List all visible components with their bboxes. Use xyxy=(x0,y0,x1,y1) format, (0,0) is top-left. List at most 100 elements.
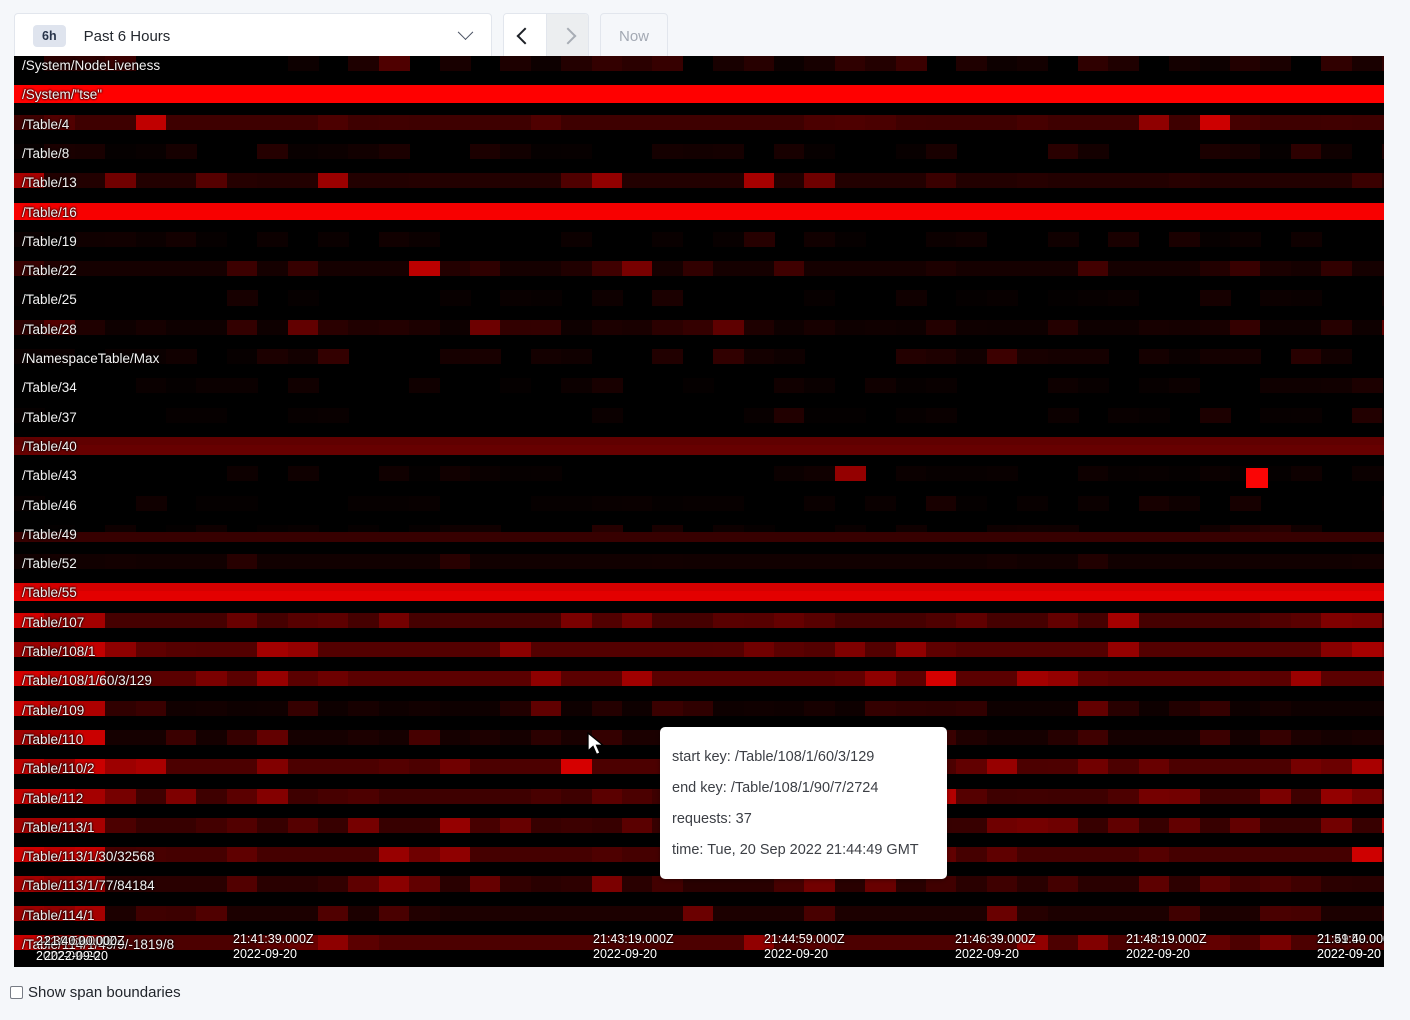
heatmap-cell[interactable] xyxy=(500,319,532,335)
heatmap-cell[interactable] xyxy=(287,729,319,746)
heatmap-cell[interactable] xyxy=(986,319,1018,335)
heatmap-cell[interactable] xyxy=(713,876,745,892)
heatmap-cell[interactable] xyxy=(682,554,714,570)
heatmap-cell[interactable] xyxy=(774,173,805,189)
heatmap-cell[interactable] xyxy=(1078,759,1109,775)
heatmap-cell[interactable] xyxy=(500,114,532,130)
heatmap-cell[interactable] xyxy=(1138,173,1170,189)
heatmap-cell[interactable] xyxy=(986,817,1018,833)
heatmap-cell[interactable] xyxy=(1230,56,1261,72)
heatmap-cell[interactable] xyxy=(196,642,228,658)
heatmap-cell[interactable] xyxy=(1017,935,1049,951)
heatmap-cell[interactable] xyxy=(348,114,380,130)
heatmap-cell[interactable] xyxy=(287,261,319,277)
heatmap-cell[interactable] xyxy=(500,290,532,306)
heatmap-cell[interactable] xyxy=(1169,495,1201,511)
heatmap-cell[interactable] xyxy=(318,407,349,423)
heatmap-cell[interactable] xyxy=(561,495,593,511)
heatmap-cell[interactable] xyxy=(105,56,137,72)
heatmap-cell[interactable] xyxy=(105,729,137,746)
heatmap-cell[interactable] xyxy=(1382,642,1384,658)
heatmap-cell[interactable] xyxy=(1138,612,1170,628)
heatmap-cell[interactable] xyxy=(1351,642,1383,658)
heatmap-cell[interactable] xyxy=(135,847,167,863)
heatmap-cell[interactable] xyxy=(591,261,623,277)
heatmap-cell[interactable] xyxy=(439,729,471,746)
heatmap-cell[interactable] xyxy=(986,671,1018,687)
heatmap-cell[interactable] xyxy=(287,612,319,628)
heatmap-cell[interactable] xyxy=(44,935,76,951)
heatmap-cell[interactable] xyxy=(1047,788,1079,804)
heatmap-cell[interactable] xyxy=(1290,349,1322,365)
heatmap-cell[interactable] xyxy=(804,378,836,394)
heatmap-cell[interactable] xyxy=(530,935,562,951)
heatmap-cell[interactable] xyxy=(774,671,805,687)
heatmap-cell[interactable] xyxy=(1047,817,1079,833)
heatmap-cell[interactable] xyxy=(1230,554,1261,570)
heatmap-cell[interactable] xyxy=(1199,114,1231,130)
heatmap-cell[interactable] xyxy=(895,642,927,658)
heatmap-cell[interactable] xyxy=(530,612,562,628)
heatmap-cell[interactable] xyxy=(226,788,258,804)
heatmap-cell[interactable] xyxy=(774,378,805,394)
heatmap-cell[interactable] xyxy=(743,935,775,951)
heatmap-cell[interactable] xyxy=(1260,847,1292,863)
heatmap-cell[interactable] xyxy=(1047,173,1079,189)
heatmap-cell[interactable] xyxy=(591,847,623,863)
heatmap-cell[interactable] xyxy=(895,612,927,628)
heatmap-cell[interactable] xyxy=(409,114,441,130)
heatmap-cell[interactable] xyxy=(74,876,106,892)
heatmap-cell[interactable] xyxy=(895,143,927,160)
heatmap-cell[interactable] xyxy=(834,173,866,189)
heatmap-cell[interactable] xyxy=(1351,671,1383,687)
heatmap-cell[interactable] xyxy=(1382,495,1384,511)
heatmap-cell[interactable] xyxy=(1138,407,1170,423)
heatmap-cell[interactable] xyxy=(591,817,623,833)
heatmap-cell[interactable] xyxy=(196,671,228,687)
heatmap-cell[interactable] xyxy=(105,554,137,570)
heatmap-cell[interactable] xyxy=(743,319,775,335)
heatmap-cell[interactable] xyxy=(500,642,532,658)
heatmap-cell[interactable] xyxy=(622,612,653,628)
heatmap-cell[interactable] xyxy=(622,261,653,277)
heatmap-cell[interactable] xyxy=(470,466,501,482)
heatmap-cell[interactable] xyxy=(530,554,562,570)
heatmap-cell[interactable] xyxy=(1199,554,1231,570)
heatmap-cell[interactable] xyxy=(926,231,957,247)
heatmap-cell[interactable] xyxy=(1230,349,1261,365)
heatmap-cell[interactable] xyxy=(1078,847,1109,863)
heatmap-cell[interactable] xyxy=(318,642,349,658)
heatmap-cell[interactable] xyxy=(1382,466,1384,482)
heatmap-cell[interactable] xyxy=(1047,876,1079,892)
heatmap-cell[interactable] xyxy=(622,905,653,921)
heatmap-cell[interactable] xyxy=(1260,759,1292,775)
heatmap-cell[interactable] xyxy=(895,876,927,892)
heatmap-cell[interactable] xyxy=(287,349,319,365)
heatmap-cell[interactable] xyxy=(652,114,684,130)
heatmap-cell[interactable] xyxy=(1078,349,1109,365)
heatmap-cell[interactable] xyxy=(1230,817,1261,833)
heatmap-cell[interactable] xyxy=(1199,847,1231,863)
heatmap-cell[interactable] xyxy=(774,143,805,160)
heatmap-cell[interactable] xyxy=(378,466,410,482)
heatmap-cell[interactable] xyxy=(287,817,319,833)
heatmap-cell[interactable] xyxy=(804,905,836,921)
heatmap-cell[interactable] xyxy=(318,700,349,716)
heatmap-cell[interactable] xyxy=(1108,642,1140,658)
heatmap-cell[interactable] xyxy=(74,847,106,863)
heatmap-cell[interactable] xyxy=(652,143,684,160)
heatmap-cell[interactable] xyxy=(318,143,349,160)
heatmap-cell[interactable] xyxy=(1138,817,1170,833)
heatmap-cell[interactable] xyxy=(743,261,775,277)
heatmap-cell[interactable] xyxy=(257,817,289,833)
heatmap-cell[interactable] xyxy=(1138,378,1170,394)
heatmap-cell[interactable] xyxy=(378,876,410,892)
heatmap-cell[interactable] xyxy=(1230,788,1261,804)
heatmap-cell[interactable] xyxy=(1169,935,1201,951)
heatmap-cell[interactable] xyxy=(1382,935,1384,951)
heatmap-cell[interactable] xyxy=(257,554,289,570)
heatmap-cell[interactable] xyxy=(1260,143,1292,160)
heatmap-cell[interactable] xyxy=(44,729,76,746)
heatmap-cell[interactable] xyxy=(865,642,897,658)
heatmap-cell[interactable] xyxy=(1260,671,1292,687)
